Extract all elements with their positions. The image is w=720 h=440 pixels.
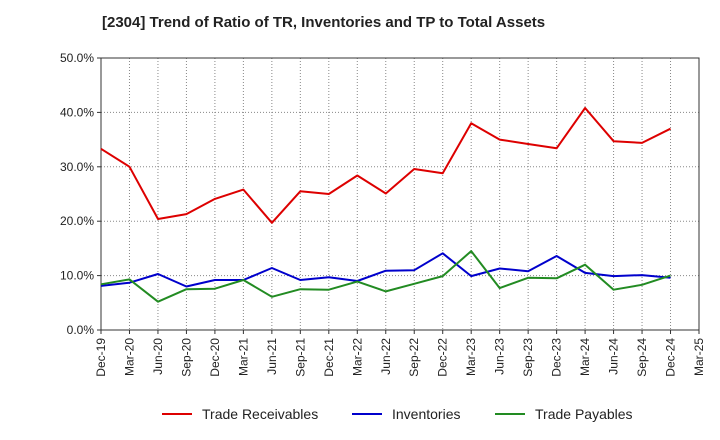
x-tick-label: Mar-22 xyxy=(350,338,364,376)
x-tick-label: Mar-21 xyxy=(236,338,250,376)
x-tick-label: Jun-20 xyxy=(151,338,165,375)
plot-frame xyxy=(100,57,700,331)
trade-receivables-line xyxy=(100,107,671,224)
x-tick-label: Dec-19 xyxy=(94,338,108,377)
x-tick-label: Mar-24 xyxy=(578,338,592,376)
x-tick-label: Dec-21 xyxy=(322,338,336,377)
x-tick-label: Sep-21 xyxy=(293,338,307,377)
y-tick-label: 40.0% xyxy=(60,105,94,119)
x-tick-label: Jun-21 xyxy=(265,338,279,375)
x-tick-label: Sep-22 xyxy=(407,338,421,377)
x-tick-label: Dec-20 xyxy=(208,338,222,377)
x-tick-label: Dec-22 xyxy=(436,338,450,377)
x-tick-label: Mar-25 xyxy=(692,338,706,376)
x-tick-label: Sep-20 xyxy=(179,338,193,377)
x-tick-label: Mar-20 xyxy=(122,338,136,376)
inventories-line xyxy=(100,252,671,288)
trade-payables-line xyxy=(100,250,671,303)
y-tick-label: 0.0% xyxy=(67,323,95,337)
x-tick-label: Jun-23 xyxy=(493,338,507,375)
y-tick-label: 50.0% xyxy=(60,51,94,65)
y-tick-label: 10.0% xyxy=(60,269,94,283)
legend-label-trade-receivables: Trade Receivables xyxy=(202,406,318,422)
x-tick-label: Sep-24 xyxy=(635,338,649,377)
chart-title: [2304] Trend of Ratio of TR, Inventories… xyxy=(102,14,546,31)
legend-label-inventories: Inventories xyxy=(392,406,460,422)
y-tick-label: 30.0% xyxy=(60,160,94,174)
x-tick-label: Jun-24 xyxy=(607,338,621,375)
y-tick-label: 20.0% xyxy=(60,214,94,228)
x-tick-label: Mar-23 xyxy=(464,338,478,376)
x-tick-label: Sep-23 xyxy=(521,338,535,377)
x-tick-label: Dec-24 xyxy=(664,338,678,377)
x-tick-label: Jun-22 xyxy=(379,338,393,375)
legend-label-trade-payables: Trade Payables xyxy=(535,406,633,422)
x-tick-label: Dec-23 xyxy=(550,338,564,377)
